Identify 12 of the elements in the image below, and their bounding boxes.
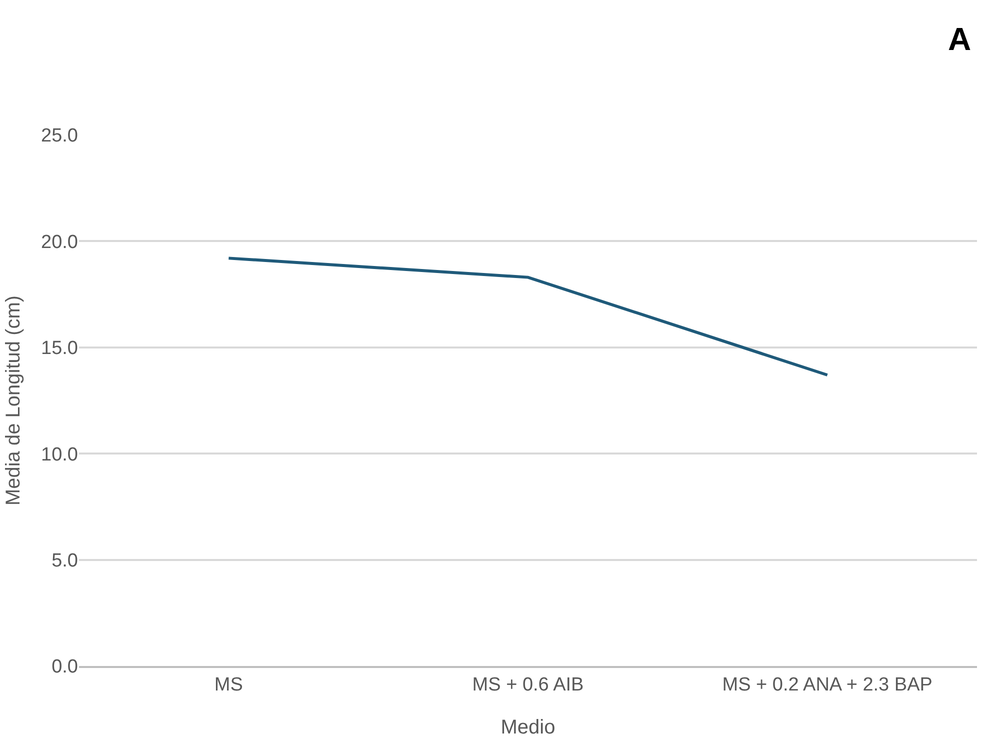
y-tick-label: 15.0 [41,338,78,360]
y-tick-label: 10.0 [41,444,78,466]
y-tick-label: 5.0 [52,550,78,572]
x-tick-label: MS [214,674,243,696]
y-tick-label: 25.0 [41,126,78,147]
y-axis-title: Media de Longitud (cm) [2,295,25,506]
text: A [948,21,972,57]
x-axis-title: Medio [500,716,556,739]
y-tick-label: 0.0 [52,656,78,678]
x-tick-label: MS + 0.2 ANA + 2.3 BAP [722,674,932,696]
x-tick-label: MS + 0.6 AIB [472,674,584,696]
y-tick-label: 20.0 [41,232,78,253]
